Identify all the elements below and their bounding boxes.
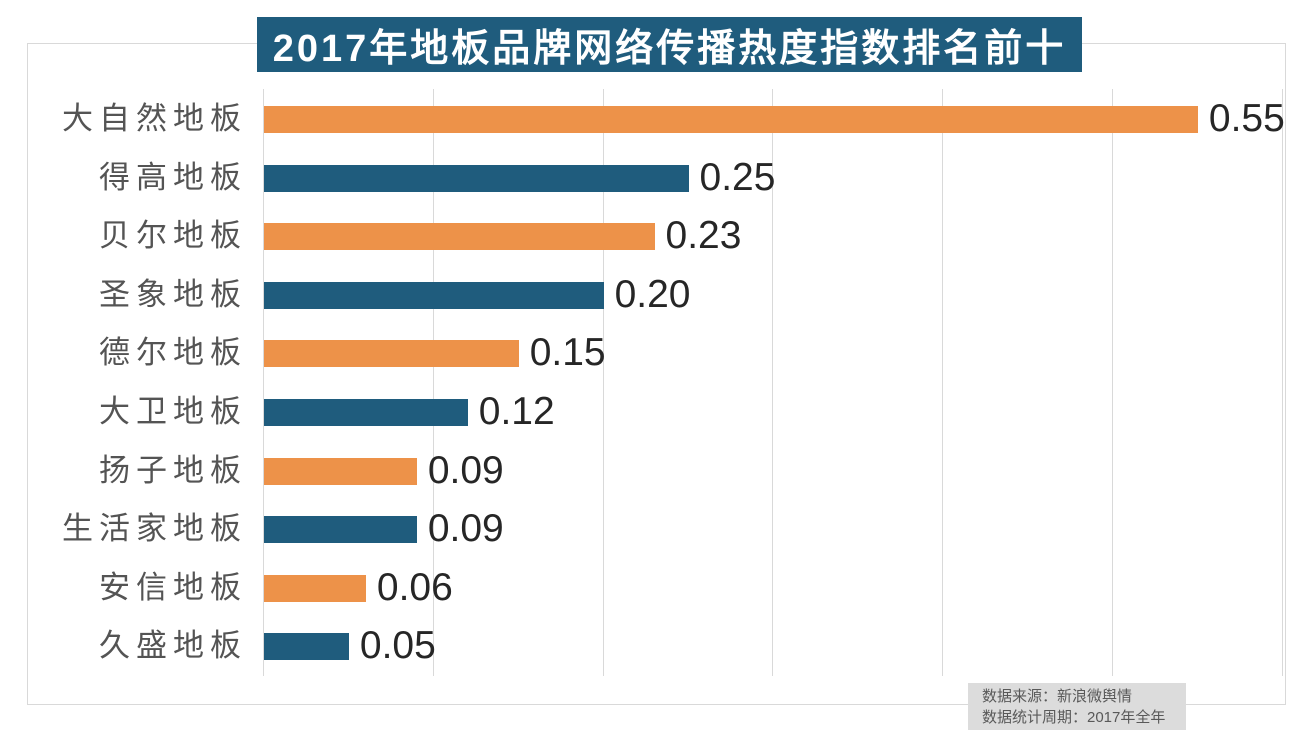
gridline (263, 89, 264, 676)
chart-frame: 大自然地板 0.55 得高地板 0.25 贝尔地板 0.23 圣象地板 0.20 德尔地板 0.1… (27, 43, 1286, 705)
gridline (942, 89, 944, 676)
source-line-1: 数据来源：新浪微舆情 (982, 688, 1133, 705)
source-line-2: 数据统计周期：2017年全年 (982, 709, 1166, 726)
chart-title-box: 2017年地板品牌网络传播热度指数排名前十 (257, 17, 1082, 72)
gridline (432, 89, 434, 676)
value-label: 0.06 (376, 565, 453, 609)
category-label: 大自然地板 (62, 101, 247, 136)
bar (264, 281, 604, 309)
category-label: 得高地板 (99, 159, 247, 195)
value-label: 0.25 (699, 155, 776, 199)
gridline (1112, 89, 1113, 676)
bar (264, 574, 366, 602)
source-note-box: 数据来源：新浪微舆情 数据统计周期：2017年全年 (968, 683, 1186, 730)
value-label: 0.09 (427, 448, 504, 492)
bar (264, 516, 417, 544)
category-label: 德尔地板 (99, 335, 247, 371)
category-label: 久盛地板 (99, 628, 247, 664)
value-label: 0.23 (665, 214, 742, 258)
value-label: 0.15 (529, 331, 606, 375)
category-label: 大卫地板 (99, 394, 247, 429)
gridline (602, 89, 604, 676)
value-label: 0.20 (614, 272, 691, 316)
bar (264, 399, 468, 426)
category-label: 生活家地板 (62, 511, 247, 547)
bar (264, 340, 519, 368)
bar (264, 457, 417, 485)
value-label: 0.12 (478, 390, 555, 433)
category-label: 圣象地板 (99, 276, 247, 312)
category-label: 安信地板 (99, 569, 247, 605)
category-label: 扬子地板 (99, 452, 247, 488)
category-label: 贝尔地板 (99, 218, 247, 254)
bar (264, 164, 689, 192)
bar (264, 633, 349, 661)
value-label: 0.09 (427, 507, 504, 551)
chart-title: 2017年地板品牌网络传播热度指数排名前十 (272, 28, 1067, 70)
bar (264, 106, 1198, 133)
value-label: 0.55 (1208, 97, 1285, 140)
bar (264, 223, 655, 251)
gridline (772, 89, 774, 676)
gridline (1281, 89, 1283, 676)
value-label: 0.05 (359, 624, 436, 668)
